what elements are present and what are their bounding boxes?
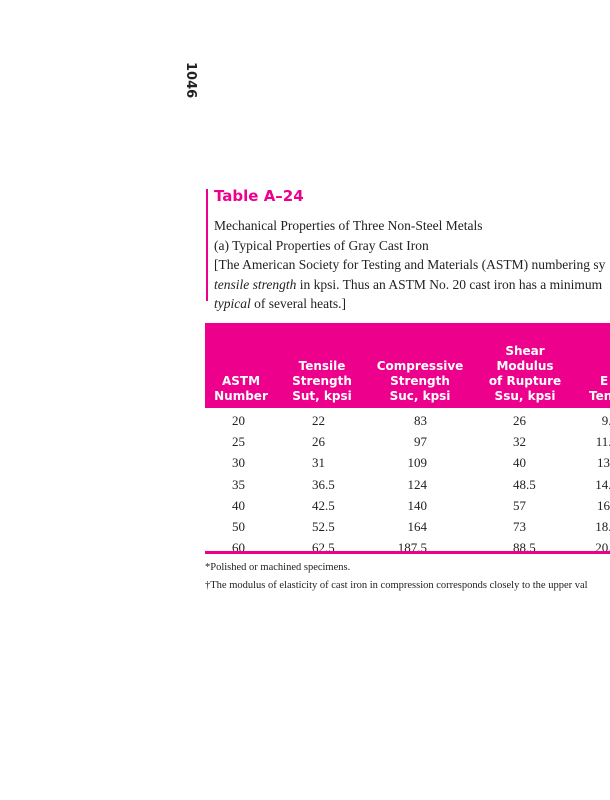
table-cell: 97: [414, 434, 427, 450]
table-cell: 16: [597, 497, 610, 513]
table-cell: 22: [312, 413, 325, 428]
table-cell: 164: [407, 519, 428, 534]
table-cell: 52.5: [312, 519, 335, 534]
table-cell: 140: [407, 497, 428, 513]
caption-line: typical of several heats.]: [214, 296, 346, 311]
table-cell: 36.5: [312, 476, 335, 492]
table-cell: 42.5: [312, 497, 335, 513]
table-bottom-rule: [205, 551, 610, 554]
caption-line: [The American Society for Testing and Ma…: [214, 257, 606, 272]
page-number: 1046: [183, 62, 198, 99]
table-row: 40 42.5 140 57 16: [205, 498, 610, 519]
table-title: Table A–24: [214, 187, 304, 205]
table-cell: 32: [513, 434, 526, 450]
table-cell: 25: [232, 434, 245, 450]
table-cell: 9.6: [601, 413, 610, 428]
header-elastic: E Ten: [589, 374, 610, 403]
table-cell: 40: [513, 455, 526, 471]
caption-line: (a) Typical Properties of Gray Cast Iron: [214, 237, 429, 253]
header-compressive: Compressive Strength Suc, kpsi: [376, 359, 464, 403]
table-cell: 11.5: [595, 434, 610, 450]
table-cell: 83: [414, 413, 427, 428]
table-row: 35 36.5 124 48.5 14.5: [205, 477, 610, 498]
table-cell: 48.5: [513, 476, 536, 492]
header-tensile: Tensile Strength Sut, kpsi: [292, 359, 352, 403]
table-cell: 40: [232, 497, 245, 513]
table-row: 20 22 83 26 9.6: [205, 413, 610, 434]
table-cell: 14.5: [595, 476, 610, 492]
table-cell: 31: [312, 455, 325, 471]
accent-bar: [206, 189, 208, 301]
footnote: *Polished or machined specimens.: [205, 562, 351, 573]
table-cell: 13: [597, 455, 610, 471]
table-cell: 35: [232, 476, 245, 492]
table-header: ASTM Number Tensile Strength Sut, kpsi Comp…: [205, 323, 610, 408]
footnote: †The modulus of elasticity of cast iron …: [205, 580, 588, 591]
table-row: 30 31 109 40 13: [205, 455, 610, 476]
table-cell: 57: [513, 497, 526, 513]
caption-line: Mechanical Properties of Three Non-Steel…: [214, 218, 483, 233]
table-row: 50 52.5 164 73 18.8: [205, 519, 610, 540]
header-shear: Shear Modulus of Rupture Ssu, kpsi: [488, 344, 562, 403]
table-cell: 50: [232, 519, 245, 534]
table-cell: 109: [407, 455, 428, 471]
table-cell: 73: [513, 519, 526, 534]
table-cell: 20: [232, 413, 245, 428]
table-cell: 26: [513, 413, 526, 428]
caption-line: tensile strength in kpsi. Thus an ASTM N…: [214, 276, 603, 292]
table-cell: 30: [232, 455, 245, 471]
table-cell: 18.8: [595, 519, 610, 534]
header-astm: ASTM Number: [214, 374, 268, 403]
table-caption: Mechanical Properties of Three Non-Steel…: [214, 216, 605, 314]
table-row: 25 26 97 32 11.5: [205, 434, 610, 455]
table-cell: 124: [407, 476, 428, 492]
table-cell: 26: [312, 434, 325, 450]
